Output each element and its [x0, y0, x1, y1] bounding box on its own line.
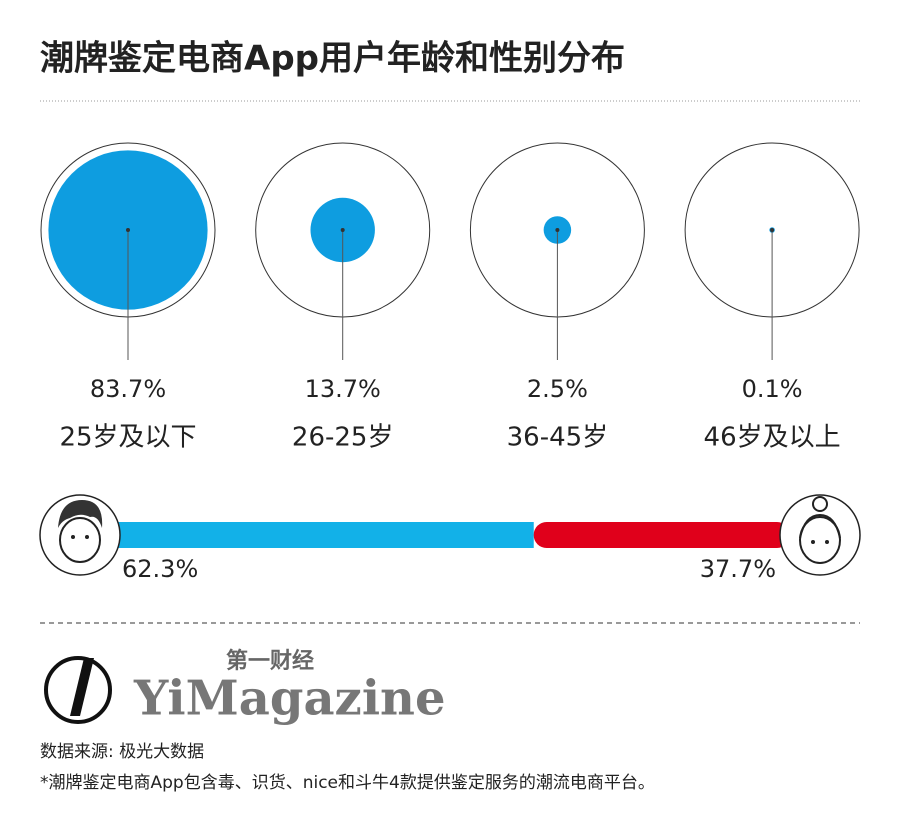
center-dot	[340, 228, 345, 232]
bar-segment	[533, 522, 790, 548]
source: 数据来源: 极光大数据	[40, 742, 204, 762]
center-dot	[770, 228, 775, 232]
value-label: 62.3%	[122, 555, 198, 583]
category-label: 25岁及以下	[59, 423, 196, 453]
logo-cn: 第一财经	[226, 648, 314, 674]
logo-mark	[44, 656, 112, 724]
center-dot	[555, 228, 560, 232]
value-label: 37.7%	[700, 555, 776, 583]
center-dot	[126, 228, 130, 232]
value-label: 83.7%	[90, 375, 166, 403]
value-label: 13.7%	[305, 375, 381, 403]
value-label: 2.5%	[527, 375, 588, 403]
logo-en: YiMagazine	[133, 671, 445, 727]
category-label: 36-45岁	[507, 423, 609, 453]
bar-segment-fill	[110, 522, 534, 548]
female-icon	[779, 494, 861, 576]
note: *潮牌鉴定电商App包含毒、识货、nice和斗牛4款提供鉴定服务的潮流电商平台。	[40, 773, 655, 793]
category-label: 46岁及以上	[704, 423, 841, 453]
category-label: 26-25岁	[292, 423, 394, 453]
male-icon	[39, 494, 121, 576]
value-label: 0.1%	[742, 375, 803, 403]
title: 潮牌鉴定电商App用户年龄和性别分布	[40, 39, 625, 79]
